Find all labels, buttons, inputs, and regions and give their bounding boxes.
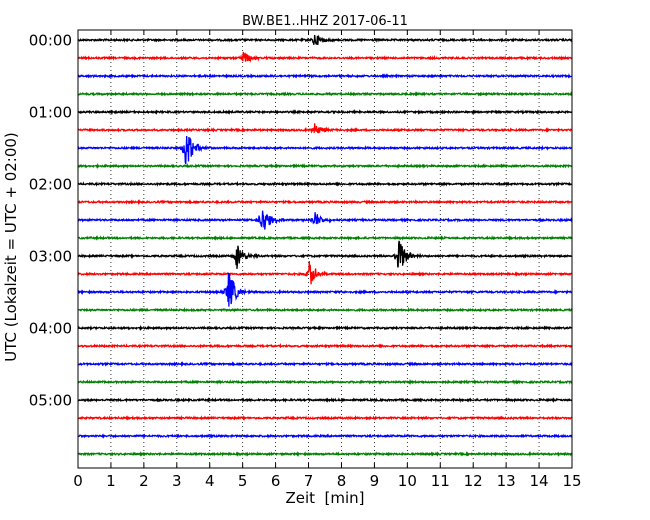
trace-0500 [77, 397, 573, 404]
trace-0515 [78, 414, 573, 421]
y-tick-label-0: 00:00 [29, 32, 72, 50]
x-tick-label-14: 14 [530, 472, 549, 490]
trace-0045 [77, 91, 573, 97]
trace-0430 [77, 361, 573, 368]
trace-0345 [77, 306, 573, 313]
x-tick-label-10: 10 [398, 472, 417, 490]
trace-0245 [77, 234, 573, 242]
trace-0215 [77, 199, 573, 206]
x-axis-label: Zeit [min] [285, 489, 364, 507]
x-tick-label-3: 3 [172, 472, 182, 490]
trace-0130 [77, 135, 573, 165]
x-tick-label-6: 6 [271, 472, 281, 490]
x-tick-label-11: 11 [431, 472, 450, 490]
x-axis-ticks: 0 1 2 3 4 5 6 7 8 9 10 11 12 13 14 15 [73, 30, 582, 490]
trace-0530 [77, 433, 573, 439]
y-tick-label-4: 04:00 [29, 320, 72, 338]
trace-0300 [77, 240, 573, 269]
grid-lines [110, 30, 540, 468]
trace-0415 [77, 342, 573, 349]
trace-0000 [77, 34, 573, 46]
trace-0445 [77, 378, 573, 386]
x-tick-label-8: 8 [337, 472, 347, 490]
trace-0100 [77, 109, 573, 116]
seismogram-traces [77, 34, 573, 457]
y-axis-ticks: 00:00 01:00 02:00 03:00 04:00 05:00 [29, 32, 572, 410]
x-tick-label-2: 2 [139, 472, 149, 490]
y-tick-label-3: 03:00 [29, 248, 72, 266]
x-tick-label-12: 12 [464, 472, 483, 490]
trace-0200 [77, 180, 573, 187]
y-axis-label: UTC (Lokalzeit = UTC + 02:00) [2, 132, 20, 362]
trace-0030 [77, 73, 573, 79]
trace-0330 [77, 272, 573, 307]
plot-frame [77, 29, 573, 469]
x-tick-label-7: 7 [304, 472, 314, 490]
y-tick-label-1: 01:00 [29, 104, 72, 122]
y-tick-label-5: 05:00 [29, 392, 72, 410]
x-tick-label-5: 5 [238, 472, 248, 490]
trace-0545 [77, 451, 573, 457]
x-tick-label-0: 0 [73, 472, 83, 490]
x-tick-label-1: 1 [106, 472, 116, 490]
x-tick-label-4: 4 [205, 472, 215, 490]
trace-0145 [77, 162, 573, 169]
trace-0015 [77, 51, 573, 63]
x-tick-label-15: 15 [562, 472, 581, 490]
chart-title: BW.BE1..HHZ 2017-06-11 [242, 14, 408, 29]
trace-0115 [77, 123, 573, 134]
x-tick-label-9: 9 [370, 472, 380, 490]
x-tick-label-13: 13 [497, 472, 516, 490]
trace-0400 [77, 324, 573, 331]
trace-0230 [77, 210, 573, 230]
trace-0315 [77, 260, 573, 285]
y-tick-label-2: 02:00 [29, 176, 72, 194]
